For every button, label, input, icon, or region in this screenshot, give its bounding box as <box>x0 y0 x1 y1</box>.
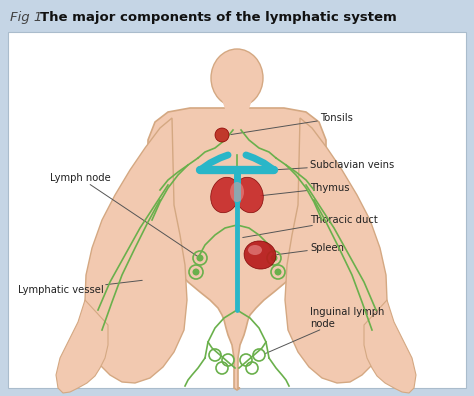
Polygon shape <box>285 118 387 383</box>
Text: The major components of the lymphatic system: The major components of the lymphatic sy… <box>40 11 397 24</box>
Ellipse shape <box>215 128 229 142</box>
Polygon shape <box>148 108 326 390</box>
Ellipse shape <box>230 182 244 202</box>
Circle shape <box>274 268 282 276</box>
Ellipse shape <box>211 177 239 213</box>
Text: Inguinal lymph
node: Inguinal lymph node <box>264 307 384 354</box>
Circle shape <box>197 255 203 261</box>
Circle shape <box>271 255 277 261</box>
Text: Fig 1.: Fig 1. <box>10 11 47 24</box>
Ellipse shape <box>244 241 276 269</box>
Ellipse shape <box>248 245 262 255</box>
Polygon shape <box>56 300 108 393</box>
Text: Thymus: Thymus <box>261 183 349 196</box>
Text: Subclavian veins: Subclavian veins <box>275 160 394 170</box>
Text: Lymph node: Lymph node <box>50 173 198 257</box>
Ellipse shape <box>211 49 263 107</box>
Bar <box>8 32 466 388</box>
Polygon shape <box>364 300 416 393</box>
Circle shape <box>192 268 200 276</box>
Polygon shape <box>222 100 252 118</box>
Text: Tonsils: Tonsils <box>231 113 353 135</box>
Text: Lymphatic vessel: Lymphatic vessel <box>18 280 142 295</box>
Ellipse shape <box>235 177 263 213</box>
Text: Spleen: Spleen <box>277 243 344 255</box>
Text: Thoracic duct: Thoracic duct <box>243 215 378 238</box>
Polygon shape <box>85 118 187 383</box>
